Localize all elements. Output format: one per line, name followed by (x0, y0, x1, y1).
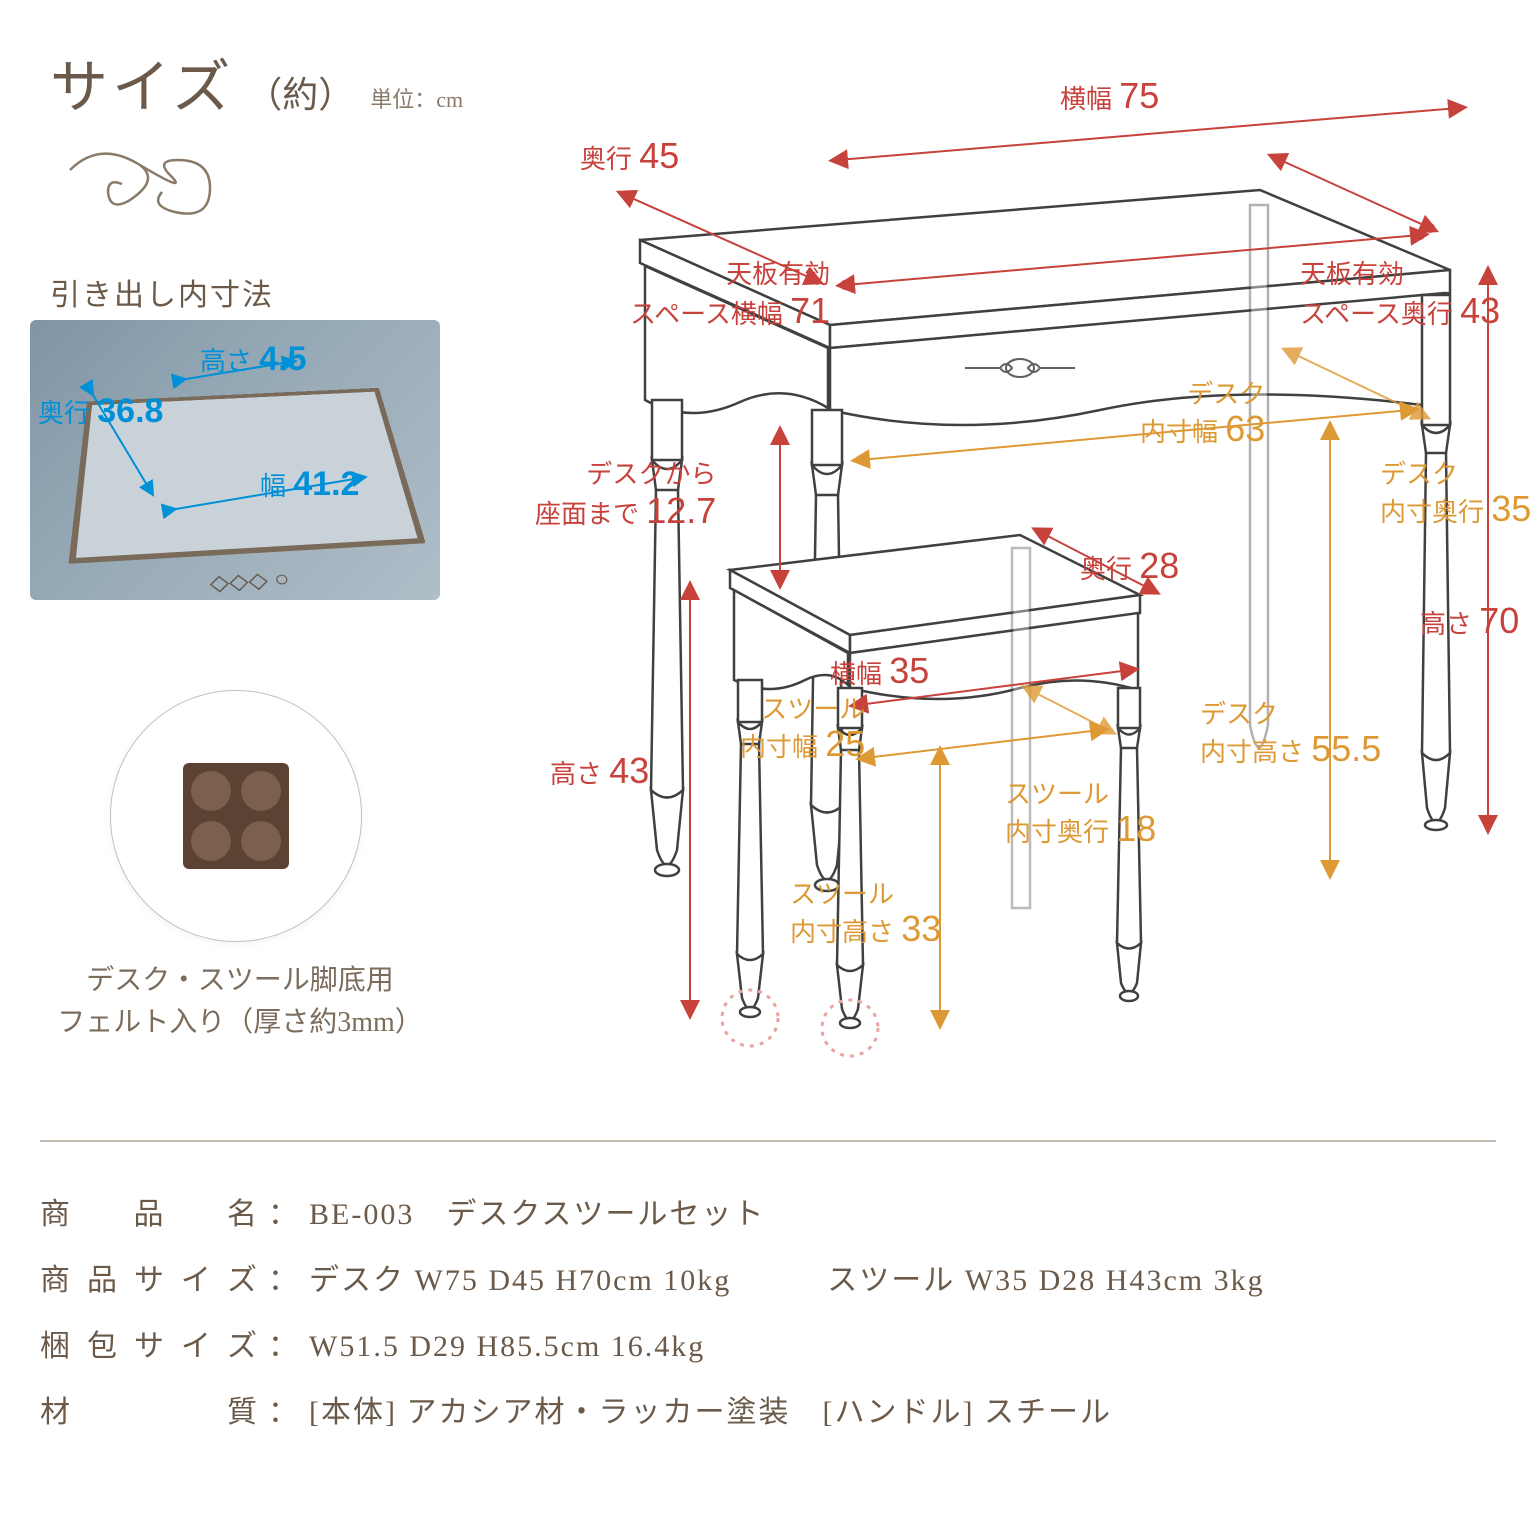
dim-desk-iw: デスク 内寸幅 63 (1140, 380, 1265, 448)
dim-stool-iw: スツール 内寸幅 25 (740, 695, 865, 763)
dim-stool-ih: スツール 内寸高さ 33 (790, 880, 941, 948)
drawer-ornament-deco: ◇◇◇ ○ (180, 565, 320, 603)
drawer-heading: 引き出し内寸法 (50, 270, 274, 314)
title-area: サイズ （約） 単位：cm (50, 40, 463, 124)
dim-top-d: 天板有効 スペース奥行 43 (1300, 260, 1500, 331)
swirl-ornament (60, 130, 280, 230)
drawer-dim-depth: 奥行 36.8 (38, 392, 163, 431)
title-unit: 単位：cm (370, 82, 463, 114)
felt-caption: デスク・スツール脚底用 フェルト入り（厚さ約3mm） (50, 960, 430, 1044)
felt-photo (110, 690, 362, 942)
dim-desk-ih: デスク 内寸高さ 55.5 (1200, 700, 1381, 768)
dim-desk-id: デスク 内寸奥行 35 (1380, 460, 1531, 528)
dim-stool-h: 高さ 43 (550, 750, 649, 792)
dim-depth: 奥行 45 (580, 135, 679, 177)
felt-pad (183, 763, 289, 869)
spec-row-size: 商品サイズ ： デスク W75 D45 H70cm 10kg スツール W35 … (40, 1248, 1496, 1314)
dim-stool-d: 奥行 28 (1080, 545, 1179, 587)
dim-gap: デスクから 座面まで 12.7 (535, 460, 716, 531)
spec-row-name: 商 品 名 ： BE-003 デスクスツールセット (40, 1182, 1496, 1248)
spec-row-material: 材 質 ： [本体] アカシア材・ラッカー塗装 [ハンドル] スチール (40, 1380, 1496, 1446)
dim-width: 横幅 75 (1060, 75, 1159, 117)
furniture-diagram: 横幅 75 奥行 45 天板有効 スペース横幅 71 天板有効 スペース奥行 4… (460, 90, 1510, 1090)
spec-block: 商 品 名 ： BE-003 デスクスツールセット 商品サイズ ： デスク W7… (40, 1140, 1496, 1446)
drawer-photo: ◇◇◇ ○ 高さ 4.5 奥行 36.8 幅 41.2 (30, 320, 440, 600)
drawer-dim-height: 高さ 4.5 (200, 340, 307, 379)
dim-stool-id: スツール 内寸奥行 18 (1005, 780, 1156, 848)
spec-row-pack: 梱包サイズ ： W51.5 D29 H85.5cm 16.4kg (40, 1314, 1496, 1380)
dim-top-w: 天板有効 スペース横幅 71 (630, 260, 830, 331)
title-approx: （約） (246, 66, 354, 118)
dim-stool-w: 横幅 35 (830, 650, 929, 692)
dim-height: 高さ 70 (1420, 600, 1519, 642)
title-main: サイズ (50, 40, 234, 124)
drawer-dim-width: 幅 41.2 (260, 465, 359, 504)
